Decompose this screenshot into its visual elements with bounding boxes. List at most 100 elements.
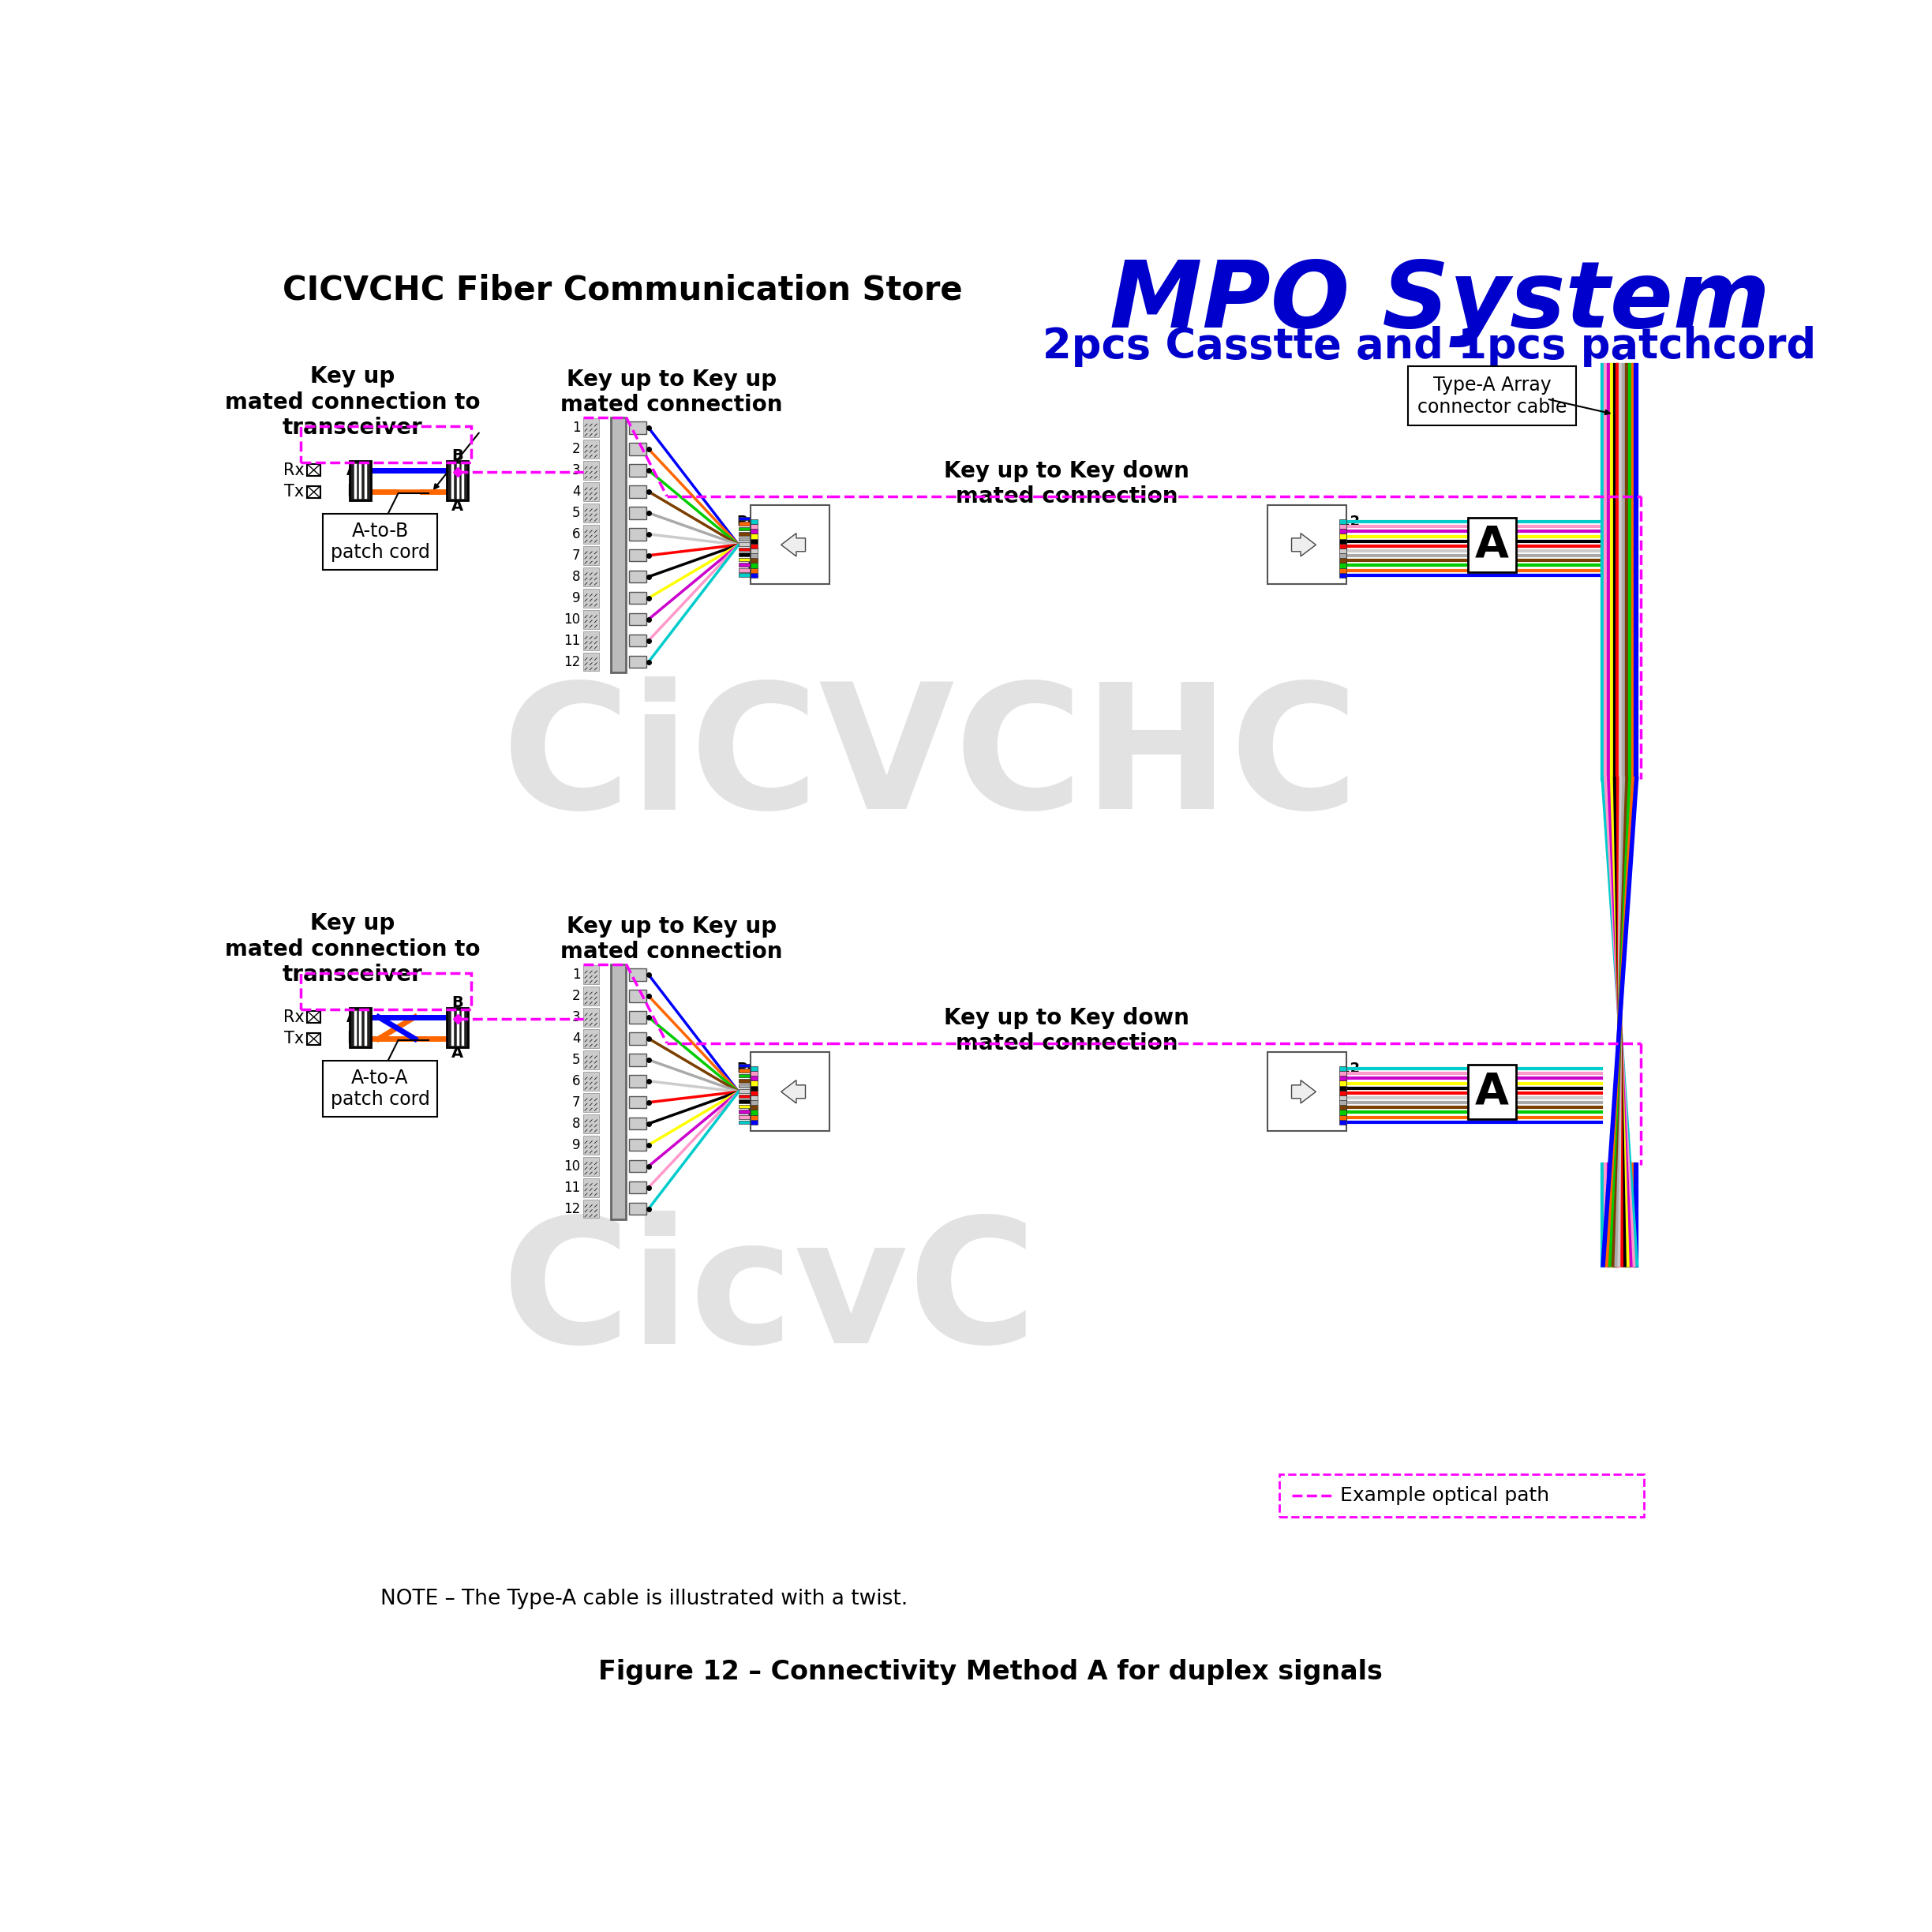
Bar bbox=[307, 1034, 321, 1045]
Text: 10: 10 bbox=[632, 1161, 643, 1171]
Bar bbox=[630, 549, 645, 562]
Bar bbox=[301, 427, 471, 464]
Text: Position 12: Position 12 bbox=[738, 514, 827, 529]
Text: 3: 3 bbox=[572, 1010, 580, 1024]
Bar bbox=[752, 1095, 757, 1099]
Bar bbox=[752, 1070, 757, 1076]
Bar bbox=[1339, 539, 1347, 543]
FancyArrow shape bbox=[781, 533, 806, 556]
Text: 10: 10 bbox=[632, 614, 643, 624]
Text: Type-A Array
connector cable: Type-A Array connector cable bbox=[1418, 375, 1567, 417]
Text: Tx: Tx bbox=[284, 485, 303, 500]
Bar bbox=[1339, 1121, 1347, 1124]
Bar bbox=[738, 1111, 750, 1113]
Text: 8: 8 bbox=[572, 1117, 580, 1130]
Bar bbox=[630, 1159, 645, 1173]
Text: 9: 9 bbox=[572, 591, 580, 605]
Text: A: A bbox=[452, 1045, 464, 1061]
Text: 2: 2 bbox=[634, 444, 641, 454]
Text: 1: 1 bbox=[572, 968, 580, 981]
Bar bbox=[583, 589, 599, 607]
Bar bbox=[630, 1138, 645, 1151]
Bar bbox=[307, 464, 321, 475]
Bar bbox=[752, 572, 757, 578]
Bar bbox=[583, 1030, 599, 1047]
Bar bbox=[738, 1115, 750, 1119]
Text: 5: 5 bbox=[572, 1053, 580, 1066]
Bar bbox=[307, 485, 321, 498]
Text: 1: 1 bbox=[634, 970, 641, 980]
Bar bbox=[583, 1179, 599, 1196]
Text: 9: 9 bbox=[634, 1140, 641, 1150]
Text: 2: 2 bbox=[572, 989, 580, 1003]
Text: 4: 4 bbox=[572, 1032, 580, 1045]
Text: Position 12: Position 12 bbox=[738, 1061, 827, 1076]
Text: CiCVCHC: CiCVCHC bbox=[502, 676, 1358, 844]
Bar bbox=[446, 1009, 468, 1047]
Bar bbox=[583, 483, 599, 500]
Bar bbox=[630, 989, 645, 1003]
Text: 11: 11 bbox=[632, 1182, 643, 1192]
Text: Position 1: Position 1 bbox=[1271, 1107, 1350, 1122]
Bar bbox=[738, 1074, 750, 1078]
Bar bbox=[1267, 1053, 1347, 1132]
Bar bbox=[738, 516, 750, 520]
Bar bbox=[1339, 1095, 1347, 1099]
Bar bbox=[1339, 543, 1347, 549]
Text: 1: 1 bbox=[572, 421, 580, 435]
Text: 8: 8 bbox=[634, 1119, 641, 1128]
Bar bbox=[630, 464, 645, 477]
Bar bbox=[1339, 1066, 1347, 1070]
Bar bbox=[1339, 1105, 1347, 1111]
Bar bbox=[1339, 549, 1347, 553]
Text: CicvC: CicvC bbox=[502, 1211, 1037, 1379]
Bar bbox=[630, 968, 645, 981]
Bar bbox=[630, 1010, 645, 1024]
Bar bbox=[738, 547, 750, 551]
Bar bbox=[1339, 1090, 1347, 1095]
Text: 12: 12 bbox=[564, 1202, 580, 1215]
Bar bbox=[446, 462, 468, 500]
Text: 11: 11 bbox=[632, 636, 643, 645]
Bar bbox=[1339, 553, 1347, 558]
Text: A: A bbox=[1476, 524, 1509, 566]
Text: Position 12: Position 12 bbox=[1271, 1061, 1360, 1076]
Text: 12: 12 bbox=[632, 657, 643, 667]
Text: B: B bbox=[452, 448, 464, 464]
Text: 4: 4 bbox=[634, 1034, 641, 1043]
Bar bbox=[752, 1121, 757, 1124]
Bar bbox=[1339, 520, 1347, 524]
Bar bbox=[630, 1117, 645, 1130]
Bar bbox=[752, 1076, 757, 1080]
Bar bbox=[583, 1094, 599, 1111]
Bar bbox=[752, 506, 829, 583]
Bar bbox=[752, 1080, 757, 1086]
Bar bbox=[738, 574, 750, 578]
Bar bbox=[1339, 524, 1347, 529]
Bar bbox=[738, 1063, 750, 1066]
Bar bbox=[752, 558, 757, 562]
Text: 8: 8 bbox=[634, 572, 641, 582]
Bar bbox=[1267, 506, 1347, 583]
Text: 12: 12 bbox=[632, 1204, 643, 1213]
Bar bbox=[583, 440, 599, 458]
Bar bbox=[1339, 572, 1347, 578]
Text: 5: 5 bbox=[634, 1055, 641, 1065]
Bar bbox=[583, 1051, 599, 1068]
Bar bbox=[1339, 533, 1347, 539]
Bar bbox=[583, 987, 599, 1005]
Bar bbox=[752, 543, 757, 549]
Bar bbox=[752, 1111, 757, 1115]
Bar bbox=[583, 632, 599, 649]
Bar bbox=[350, 462, 371, 500]
Bar bbox=[583, 504, 599, 522]
Bar bbox=[1339, 1070, 1347, 1076]
Text: A-to-A
patch cord: A-to-A patch cord bbox=[330, 1068, 429, 1109]
Bar bbox=[1279, 1474, 1644, 1517]
Bar bbox=[738, 537, 750, 541]
Text: 5: 5 bbox=[572, 506, 580, 520]
Bar bbox=[307, 1010, 321, 1024]
Bar bbox=[630, 591, 645, 605]
Text: NOTE – The Type-A cable is illustrated with a twist.: NOTE – The Type-A cable is illustrated w… bbox=[381, 1588, 908, 1609]
Bar bbox=[738, 522, 750, 526]
